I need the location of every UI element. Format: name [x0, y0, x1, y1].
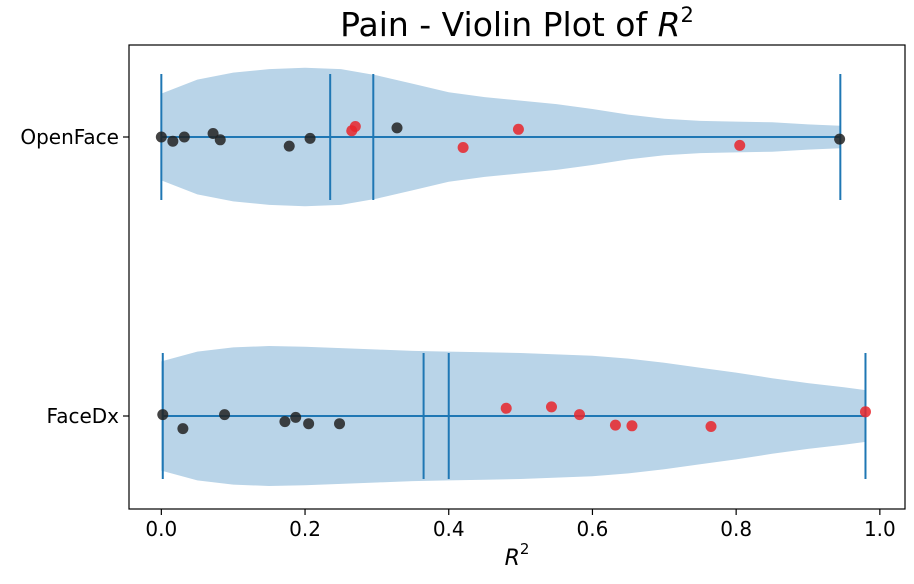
chart-title: Pain - Violin Plot of R2	[340, 3, 694, 44]
data-point	[283, 140, 295, 152]
violin-group-facedx	[157, 346, 871, 486]
x-tick-label: 1.0	[864, 517, 896, 541]
data-point	[734, 139, 746, 151]
axes-frame	[128, 44, 906, 510]
data-point	[512, 123, 524, 135]
chart-title-sup: 2	[681, 3, 694, 27]
data-point	[214, 134, 226, 146]
data-point	[349, 121, 361, 132]
data-point	[303, 418, 315, 430]
data-point	[207, 128, 219, 139]
data-point	[545, 401, 557, 413]
data-point	[705, 421, 717, 432]
chart-title-prefix: Pain - Violin Plot of	[340, 5, 658, 44]
data-point	[155, 131, 167, 143]
x-tick-label: 0.4	[433, 517, 465, 541]
y-tick-label: OpenFace	[20, 125, 119, 149]
data-point	[834, 133, 846, 145]
x-tick-label: 0.0	[145, 517, 177, 541]
data-point	[859, 406, 871, 418]
data-point	[609, 419, 621, 431]
data-point	[157, 409, 169, 421]
violin-group-openface	[155, 67, 846, 207]
y-tick-label: FaceDx	[47, 404, 120, 428]
chart-title-math: R	[658, 5, 681, 44]
data-point	[574, 409, 586, 421]
plot-area	[155, 67, 871, 486]
data-point	[334, 418, 346, 430]
x-tick-label: 0.8	[720, 517, 752, 541]
data-point	[626, 420, 638, 432]
axis-ticks: OpenFace FaceDx 0.0 0.2 0.4 0.6 0.8 1.0	[20, 125, 895, 541]
x-tick-label: 0.6	[577, 517, 609, 541]
x-axis-label-sup: 2	[520, 540, 530, 558]
data-point	[219, 409, 231, 421]
data-point	[304, 132, 316, 144]
data-point	[178, 131, 190, 143]
x-tick-label: 0.2	[289, 517, 321, 541]
x-axis-label: R2	[505, 540, 530, 571]
x-axis-label-math: R	[505, 546, 520, 571]
data-point	[391, 122, 403, 134]
data-point	[500, 402, 512, 414]
data-point	[167, 135, 179, 147]
data-point	[177, 423, 189, 435]
data-point	[290, 411, 302, 423]
data-point	[457, 142, 469, 153]
data-point	[279, 416, 291, 428]
